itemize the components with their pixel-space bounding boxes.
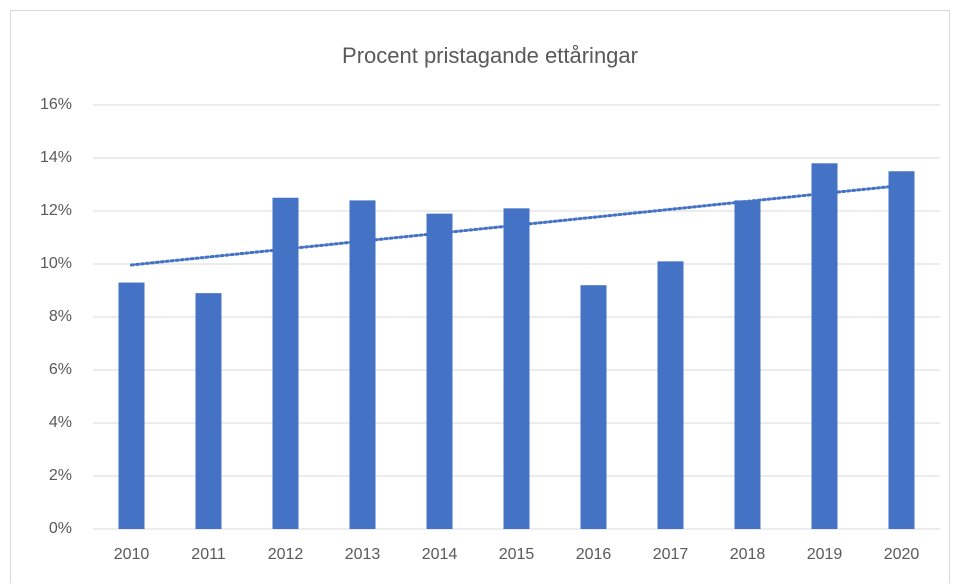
x-tick-label: 2013 <box>345 546 381 563</box>
x-tick-label: 2010 <box>114 546 150 563</box>
bar <box>426 213 453 529</box>
y-tick-label: 6% <box>49 361 72 378</box>
x-tick-label: 2019 <box>807 546 843 563</box>
x-tick-label: 2014 <box>422 546 458 563</box>
x-tick-label: 2018 <box>730 546 766 563</box>
x-tick-label: 2016 <box>576 546 612 563</box>
y-tick-label: 12% <box>40 202 72 219</box>
y-tick-label: 8% <box>49 308 72 325</box>
y-tick-label: 0% <box>49 520 72 537</box>
x-tick-label: 2011 <box>191 546 226 563</box>
bar <box>118 282 145 529</box>
y-tick-label: 4% <box>49 414 72 431</box>
bar <box>195 293 222 529</box>
x-tick-label: 2020 <box>884 546 920 563</box>
chart-border <box>10 10 950 588</box>
x-tick-label: 2015 <box>499 546 535 563</box>
bar <box>580 285 607 529</box>
bar <box>503 208 530 529</box>
x-tick-label: 2017 <box>653 546 689 563</box>
chart-title: Procent pristagande ettåringar <box>342 43 638 68</box>
y-tick-label: 10% <box>40 255 72 272</box>
bar <box>734 200 761 529</box>
y-tick-label: 16% <box>40 96 72 113</box>
bar <box>349 200 376 529</box>
bar <box>811 163 838 530</box>
bar <box>657 261 684 529</box>
bar <box>888 171 915 529</box>
trendline <box>130 183 903 267</box>
x-tick-label: 2012 <box>268 546 304 563</box>
bar <box>272 197 299 529</box>
y-tick-label: 14% <box>40 149 72 166</box>
y-tick-label: 2% <box>49 467 72 484</box>
